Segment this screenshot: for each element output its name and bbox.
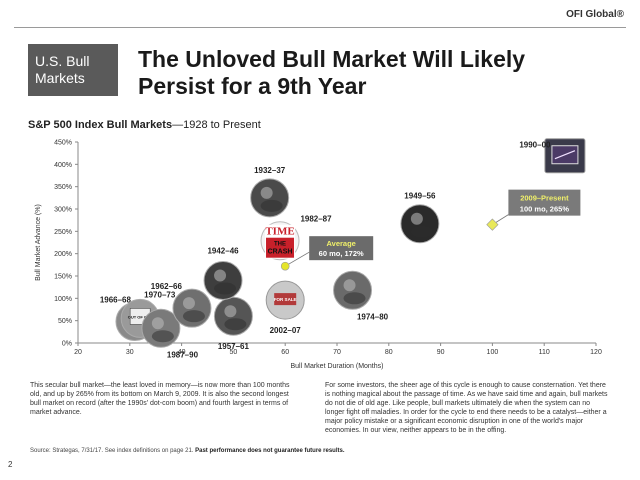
- photo-shadow: [224, 318, 247, 331]
- photo-shadow: [151, 330, 174, 343]
- photo-shadow: [214, 282, 237, 295]
- bull-market-point: 1949–56: [400, 192, 440, 244]
- y-tick-label: 250%: [54, 229, 72, 236]
- x-tick-label: 120: [590, 349, 602, 356]
- point-label: 1982–87: [300, 215, 332, 224]
- current-callout-title: 2009–Present: [520, 194, 569, 203]
- bull-market-point: 1957–61: [213, 296, 253, 351]
- x-axis-title: Bull Market Duration (Months): [291, 363, 384, 370]
- photo-highlight: [260, 186, 273, 199]
- out-of-gas-text: OUT OF GAS: [128, 314, 153, 319]
- current-callout-value: 100 mo, 265%: [520, 205, 570, 214]
- x-tick-label: 80: [385, 349, 393, 356]
- point-label: 1949–56: [404, 192, 436, 201]
- y-tick-label: 400%: [54, 162, 72, 169]
- bull-market-point: 1962–66: [151, 282, 212, 328]
- chart-heading: S&P 500 Index Bull Markets—1928 to Prese…: [28, 119, 261, 131]
- photo-highlight: [182, 297, 195, 310]
- bull-market-point: FOR SALE 2002–07: [265, 280, 305, 335]
- point-label: 1990–00: [519, 141, 551, 150]
- average-callout-box: [309, 236, 374, 261]
- photo-highlight: [224, 305, 237, 318]
- y-tick-label: 150%: [54, 274, 72, 281]
- bull-market-point: 1932–37: [250, 166, 290, 218]
- current-marker: [486, 218, 499, 231]
- bull-market-scatter-chart: 0% 50% 100% 150% 200% 250% 300% 350% 400% 450% 20 3…: [35, 138, 602, 370]
- x-tick-label: 90: [437, 349, 445, 356]
- photo-shadow: [182, 310, 205, 323]
- photo-shadow: [260, 199, 283, 212]
- paragraph-right: For some investors, the sheer age of thi…: [325, 382, 608, 434]
- crash-panel: [266, 237, 295, 258]
- y-tick-label: 100%: [54, 296, 72, 303]
- photo-highlight: [151, 317, 164, 330]
- x-tick-label: 30: [126, 349, 134, 356]
- photo-highlight: [410, 212, 423, 225]
- bull-market-point: 1974–80: [333, 270, 389, 321]
- x-tick-label: 20: [74, 349, 82, 356]
- page-number: 2: [8, 460, 13, 469]
- y-axis-title: Bull Market Advance (%): [35, 204, 42, 281]
- x-tick-label: 60: [281, 349, 289, 356]
- point-label: 1942–46: [207, 246, 239, 255]
- point-label: 1962–66: [151, 282, 183, 291]
- brand-logo: OFI Global®: [566, 9, 624, 20]
- chart-heading-rest: —1928 to Present: [172, 119, 261, 131]
- page-title-line1: The Unloved Bull Market Will Likely: [138, 46, 526, 72]
- for-sale-text: FOR SALE: [274, 297, 297, 302]
- average-leader-line: [284, 251, 310, 267]
- x-tick-label: 70: [333, 349, 341, 356]
- bull-market-point: 1987–90: [141, 308, 199, 359]
- bull-market-point: 1990–00: [519, 138, 586, 174]
- y-tick-label: 50%: [58, 318, 72, 325]
- paragraph-left: This secular bull market—the least loved…: [30, 382, 290, 416]
- point-label: 1974–80: [357, 312, 389, 321]
- average-callout-title: Average: [327, 239, 356, 248]
- page-title-line2: Persist for a 9th Year: [138, 73, 367, 99]
- source-disclaimer: Past performance does not guarantee futu…: [195, 448, 345, 454]
- photo-shadow: [410, 225, 433, 238]
- chart-heading-bold: S&P 500 Index Bull Markets: [28, 119, 173, 131]
- the-crash-line1: THE: [274, 242, 286, 248]
- y-tick-label: 450%: [54, 140, 72, 147]
- the-crash-line2: CRASH: [268, 249, 293, 256]
- x-tick-label: 100: [487, 349, 499, 356]
- y-tick-label: 300%: [54, 207, 72, 214]
- point-label: 2002–07: [270, 326, 302, 335]
- header-rule: [14, 27, 626, 28]
- y-tick-label: 350%: [54, 184, 72, 191]
- point-label: 1970–73: [144, 290, 176, 299]
- screen-glow: [554, 150, 576, 160]
- for-sale-sign: [274, 293, 297, 306]
- section-label-line2: Markets: [35, 70, 85, 86]
- point-label: 1966–68: [100, 296, 132, 305]
- photo-highlight: [214, 269, 227, 282]
- current-callout-box: [508, 189, 581, 216]
- point-label: 1987–90: [167, 350, 199, 359]
- source-text: Source: Strategas, 7/31/17. See index de…: [30, 448, 196, 454]
- source-note: Source: Strategas, 7/31/17. See index de…: [30, 448, 345, 454]
- photo-highlight: [343, 279, 356, 292]
- x-tick-label: 110: [539, 349, 550, 356]
- section-label-line1: U.S. Bull: [35, 53, 90, 69]
- x-tick-label: 40: [178, 349, 186, 356]
- y-tick-label: 200%: [54, 251, 72, 258]
- photo-shadow: [343, 292, 366, 305]
- time-logo: TIME: [265, 226, 294, 238]
- average-callout-value: 60 mo, 172%: [319, 249, 364, 258]
- x-tick-label: 50: [230, 349, 238, 356]
- bull-market-point: 1942–46: [203, 246, 243, 300]
- point-label: 1932–37: [254, 166, 286, 175]
- page-title: The Unloved Bull Market Will Likely Pers…: [138, 46, 608, 100]
- point-label: 1957–61: [218, 342, 250, 351]
- average-marker: [280, 261, 290, 271]
- y-tick-label: 0%: [62, 341, 72, 348]
- section-label: U.S. Bull Markets: [28, 44, 118, 96]
